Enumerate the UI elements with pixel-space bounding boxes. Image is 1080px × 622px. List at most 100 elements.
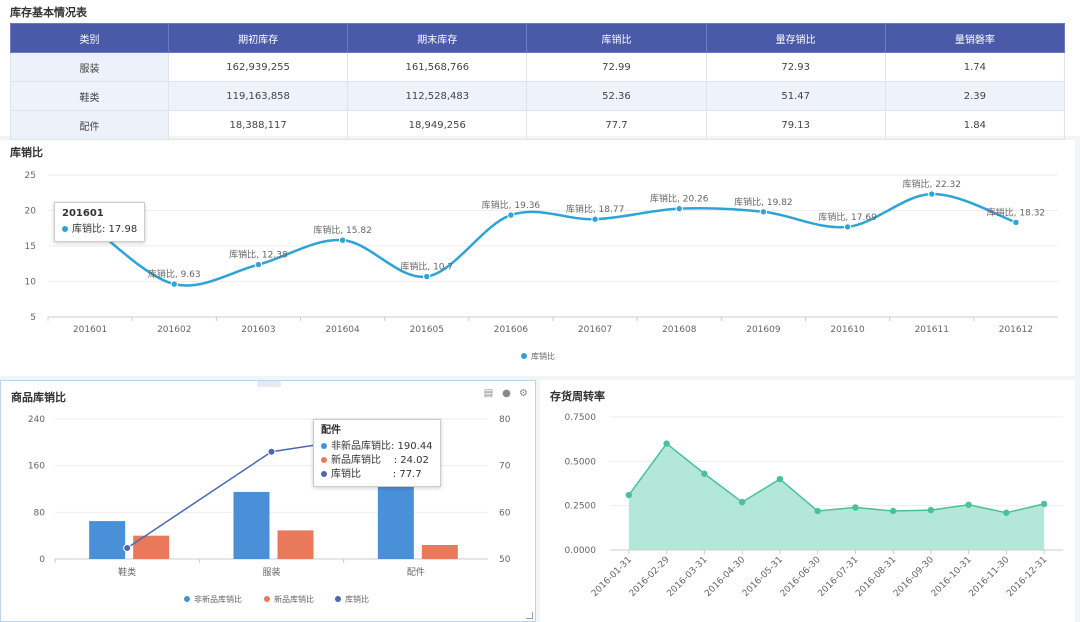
x-tick-label: 201605: [410, 325, 444, 335]
data-point: [423, 272, 431, 281]
y-left-tick-label: 240: [28, 415, 45, 425]
table-header-row: 类别 期初库存 期末库存 库销比 量存销比 量销磬率: [10, 23, 1066, 53]
legend-label: 库销比: [531, 351, 555, 361]
data-label: 库销比, 10.7: [400, 261, 453, 273]
export-icon[interactable]: ▤: [483, 388, 494, 399]
line-tooltip-value: 库销比: 17.98: [72, 224, 138, 235]
legend-marker: [184, 596, 190, 602]
data-label: 库销比, 20.26: [650, 193, 709, 205]
data-point: [759, 208, 768, 216]
x-tick-label: 201610: [830, 325, 865, 335]
bar: [421, 544, 458, 559]
y-tick-label: 10: [25, 278, 37, 288]
y-left-tick-label: 80: [34, 508, 46, 518]
y-tick-label: 0.5000: [565, 457, 597, 467]
area-fill: [628, 443, 1045, 550]
data-point: [965, 501, 972, 508]
y-tick-label: 0.7500: [565, 413, 597, 423]
data-point: [123, 543, 132, 552]
line-chart-title: 库销比: [10, 146, 43, 159]
legend-marker: [521, 353, 527, 359]
legend-marker: [264, 596, 270, 602]
bar-tooltip-line: 新品库销比 : 24.02: [331, 455, 429, 466]
data-point: [663, 440, 670, 447]
x-tick-label: 201611: [915, 325, 949, 335]
column-header: 库销比: [526, 23, 707, 53]
y-right-tick-label: 70: [499, 462, 511, 472]
column-header: 期初库存: [167, 23, 349, 53]
table-cell: 51.47: [705, 81, 886, 111]
category-cell: 服装: [10, 52, 169, 82]
legend-label: 非新品库销比: [194, 594, 242, 604]
x-tick-label: 201602: [157, 325, 191, 335]
data-label: 库销比, 18.77: [566, 203, 625, 215]
data-point: [776, 475, 784, 483]
info-icon[interactable]: ●: [502, 388, 511, 399]
data-label: 库销比, 9.63: [148, 268, 201, 280]
y-right-tick-label: 80: [499, 415, 511, 425]
legend-label: 库销比: [345, 594, 369, 604]
column-header: 量销磬率: [884, 23, 1066, 53]
x-tick-label: 201607: [578, 325, 612, 335]
x-tick-label: 201603: [241, 325, 275, 335]
y-right-tick-label: 50: [499, 555, 511, 565]
tooltip-marker-icon: [62, 226, 68, 232]
table-cell: 18,949,256: [347, 110, 528, 140]
drag-handle-icon[interactable]: [257, 381, 281, 387]
table-cell: 162,939,255: [167, 52, 349, 82]
bar-tooltip-title: 配件: [321, 425, 341, 436]
y-tick-label: 15: [25, 242, 36, 252]
column-header: 量存销比: [705, 23, 886, 53]
y-tick-label: 0.0000: [565, 546, 597, 556]
y-tick-label: 5: [30, 313, 36, 323]
data-point: [928, 190, 936, 198]
bar-tooltip-line: 库销比 : 77.7: [331, 469, 422, 480]
tooltip-marker-icon: [321, 443, 327, 449]
data-label: 库销比, 19.82: [734, 196, 793, 208]
line-chart-svg: 25 20 15 10 5 201601 201602 201603 201604 201605 2…: [25, 171, 1058, 361]
data-label: 库销比, 17.69: [818, 211, 877, 223]
series-line: [628, 442, 1045, 514]
table-cell: 1.74: [884, 52, 1066, 82]
data-point: [1040, 500, 1048, 508]
resize-handle-icon[interactable]: [526, 612, 533, 619]
data-point: [254, 260, 263, 269]
legend-marker: [335, 596, 341, 602]
bar-tooltip: 配件 非新品库销比: 190.44 新品库销比 : 24.02 库销比 : 77…: [313, 419, 441, 487]
column-header: 类别: [10, 23, 169, 53]
line-chart-panel: 库销比 25 20 15 10 5 201601 201602 201603 201604 201…: [0, 140, 1075, 376]
data-point: [738, 498, 746, 506]
x-tick-label: 鞋类: [118, 566, 136, 578]
area-chart-svg: 0.75000.50000.25000.00002016-01-312016-0…: [565, 413, 1063, 599]
gear-icon[interactable]: ⚙: [519, 388, 528, 399]
bar: [133, 535, 170, 559]
table-cell: 18,388,117: [167, 110, 349, 140]
table-row: 配件 18,388,117 18,949,256 77.7 79.13 1.84: [10, 110, 1066, 140]
table-cell: 72.93: [705, 52, 886, 82]
data-point: [889, 507, 897, 515]
data-point: [814, 507, 821, 515]
table-cell: 161,568,766: [347, 52, 528, 82]
data-point: [170, 280, 178, 288]
data-label: 库销比, 22.32: [903, 178, 962, 190]
x-tick-label: 201608: [662, 325, 697, 335]
table-cell: 79.13: [705, 110, 886, 140]
data-point: [675, 204, 683, 213]
bar-chart-title: 商品库销比: [11, 391, 66, 404]
bar-chart-panel: 商品库销比 ▤ ● ⚙ 240 160 80 0 80 70 60 50 鞋类 服装 配件 非新品库销…: [0, 380, 536, 622]
y-right-tick-label: 60: [499, 508, 511, 518]
line-tooltip: 201601 库销比: 17.98: [54, 202, 146, 242]
line-tooltip-title: 201601: [62, 208, 104, 219]
data-point: [852, 504, 859, 511]
y-tick-label: 25: [25, 171, 36, 181]
y-left-tick-label: 160: [28, 462, 45, 472]
data-label: 库销比, 12.38: [229, 249, 288, 261]
y-left-tick-label: 0: [39, 555, 45, 565]
table-cell: 2.39: [884, 81, 1066, 111]
data-point: [1003, 509, 1010, 516]
data-point: [338, 236, 347, 244]
table-cell: 72.99: [526, 52, 707, 82]
table-cell: 112,528,483: [347, 81, 528, 111]
data-label: 库销比, 19.36: [482, 199, 541, 211]
